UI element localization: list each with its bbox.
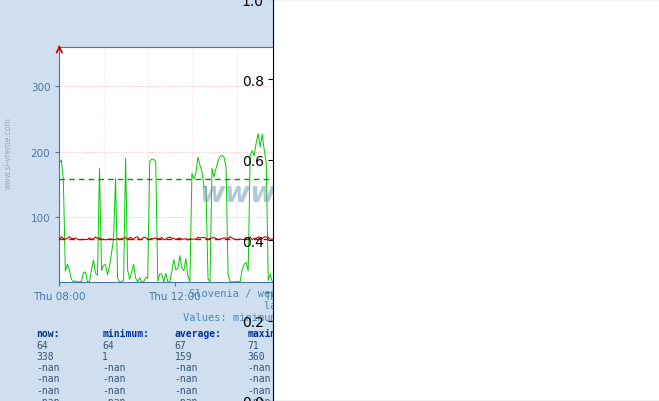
Text: -nan: -nan (36, 363, 60, 372)
Text: www.si-vreme.com: www.si-vreme.com (4, 117, 13, 188)
Text: -nan: -nan (247, 363, 271, 372)
Text: -nan: -nan (247, 374, 271, 383)
Text: 67: 67 (175, 340, 186, 350)
Polygon shape (397, 175, 445, 223)
Text: 64: 64 (36, 340, 48, 350)
Text: -nan: -nan (36, 374, 60, 383)
Text: 1: 1 (102, 351, 108, 361)
Text: -nan: -nan (102, 363, 126, 372)
Text: 360: 360 (247, 351, 265, 361)
Text: www.si-vreme.com: www.si-vreme.com (200, 180, 496, 208)
Text: -nan: -nan (36, 385, 60, 395)
Text: -nan: -nan (175, 385, 198, 395)
Text: Slovenia / weather data - automatic stations.: Slovenia / weather data - automatic stat… (189, 289, 470, 298)
Text: -nan: -nan (175, 396, 198, 401)
Text: 338: 338 (36, 351, 54, 361)
Text: average:: average: (175, 329, 221, 338)
Text: -nan: -nan (247, 396, 271, 401)
Text: -nan: -nan (36, 396, 60, 401)
Text: -nan: -nan (247, 385, 271, 395)
Text: soil temp. 5cm / 2in[F]: soil temp. 5cm / 2in[F] (330, 363, 465, 372)
Text: Hrastnik: Hrastnik (293, 10, 366, 26)
Text: air temp.[F]: air temp.[F] (330, 340, 401, 350)
Text: soil temp. 10cm / 4in[F]: soil temp. 10cm / 4in[F] (330, 374, 471, 383)
Text: soil temp. 30cm / 12in[F]: soil temp. 30cm / 12in[F] (330, 396, 477, 401)
Text: Values: minimum  Units: imperial  Line: average: Values: minimum Units: imperial Line: av… (183, 313, 476, 322)
Text: -nan: -nan (102, 385, 126, 395)
Text: now:: now: (36, 329, 60, 338)
Text: Hrastnik: Hrastnik (313, 329, 360, 338)
Text: -nan: -nan (102, 396, 126, 401)
Text: -nan: -nan (175, 363, 198, 372)
Text: 159: 159 (175, 351, 192, 361)
Text: maximum:: maximum: (247, 329, 294, 338)
Polygon shape (401, 200, 441, 232)
Text: 71: 71 (247, 340, 259, 350)
Text: minimum:: minimum: (102, 329, 149, 338)
Text: -nan: -nan (102, 374, 126, 383)
Text: wind dir.[st.]: wind dir.[st.] (330, 351, 413, 361)
Text: last day / 5 minutes.: last day / 5 minutes. (264, 301, 395, 310)
Text: soil temp. 20cm / 8in[F]: soil temp. 20cm / 8in[F] (330, 385, 471, 395)
Text: -nan: -nan (175, 374, 198, 383)
Text: 64: 64 (102, 340, 114, 350)
Polygon shape (364, 175, 413, 209)
